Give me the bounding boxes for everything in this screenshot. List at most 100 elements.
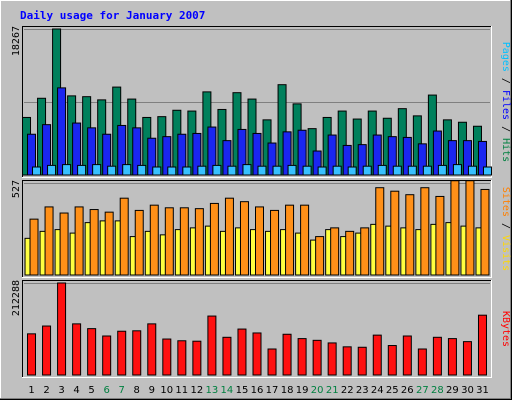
x-tick-label-day-15: 15	[236, 385, 249, 396]
bar-sites-day-20	[315, 236, 325, 276]
bar-sites-day-29	[450, 180, 460, 276]
bar-pages-day-7	[122, 164, 132, 176]
bar-pages-day-13	[212, 164, 222, 176]
bar-files-day-4	[72, 122, 82, 176]
x-tick-label-day-9: 9	[149, 385, 155, 396]
x-tick-label-day-16: 16	[251, 385, 264, 396]
bar-pages-day-29	[452, 164, 462, 176]
bar-pages-day-17	[272, 165, 282, 176]
bar-files-day-26	[402, 136, 412, 176]
legend-mid-part-1: /	[500, 217, 511, 235]
bar-files-day-25	[387, 136, 397, 176]
bar-sites-day-6	[104, 211, 114, 276]
x-tick-label-day-18: 18	[281, 385, 294, 396]
bar-sites-day-21	[330, 227, 340, 276]
bar-files-day-17	[267, 142, 277, 176]
bar-kbytes-day-3	[57, 282, 67, 376]
legend-bot-part-0: KBytes	[500, 311, 511, 347]
bar-sites-day-12	[194, 208, 204, 276]
bar-files-day-29	[447, 140, 457, 176]
bar-kbytes-day-8	[132, 330, 142, 376]
bar-kbytes-day-1	[27, 333, 37, 376]
bar-pages-day-3	[62, 164, 72, 176]
panel-mid: 527 Sites / Visits	[11, 180, 511, 278]
bar-kbytes-day-23	[357, 346, 367, 376]
bar-sites-day-16	[255, 206, 264, 276]
bar-kbytes-day-27	[417, 348, 427, 376]
panel-top: 18267 Pages / Files / Hits	[11, 26, 511, 178]
bar-sites-day-17	[270, 209, 280, 276]
bar-files-day-5	[87, 127, 97, 176]
bar-files-day-11	[177, 133, 187, 176]
bar-sites-day-11	[179, 207, 189, 276]
x-tick-label-day-23: 23	[356, 385, 369, 396]
series-kbytes	[27, 282, 487, 376]
bar-kbytes-day-10	[162, 338, 172, 376]
bar-kbytes-day-25	[387, 345, 397, 376]
bar-kbytes-day-9	[147, 323, 157, 376]
x-tick-label-day-14: 14	[221, 385, 234, 396]
bar-kbytes-day-22	[342, 346, 352, 376]
bar-sites-day-10	[164, 207, 174, 276]
bar-files-day-21	[327, 134, 337, 176]
x-tick-label-day-1: 1	[28, 385, 34, 396]
bar-pages-day-20	[317, 166, 327, 176]
bar-sites-day-19	[300, 204, 310, 276]
bar-pages-day-23	[362, 165, 372, 176]
x-tick-label-day-13: 13	[206, 385, 219, 396]
bar-hits-day-18	[277, 84, 287, 176]
bar-kbytes-day-26	[402, 335, 412, 376]
bar-kbytes-day-28	[432, 336, 442, 376]
bar-sites-day-4	[74, 206, 84, 276]
series-hits	[22, 28, 482, 176]
bar-kbytes-day-11	[177, 340, 187, 376]
bar-pages-day-10	[167, 166, 177, 176]
x-tick-label-day-7: 7	[119, 385, 125, 396]
bar-pages-day-1	[32, 166, 42, 176]
x-tick-label-day-8: 8	[134, 385, 140, 396]
x-tick-label-day-24: 24	[371, 385, 384, 396]
bar-sites-day-30	[465, 180, 475, 276]
bar-files-day-19	[297, 129, 307, 176]
bar-kbytes-day-15	[237, 328, 247, 376]
bar-kbytes-day-30	[462, 341, 472, 376]
bar-kbytes-day-7	[117, 330, 127, 376]
bar-pages-day-16	[257, 165, 267, 176]
x-tick-label-day-6: 6	[104, 385, 110, 396]
bar-sites-day-26	[405, 194, 415, 276]
bar-pages-day-9	[152, 166, 162, 176]
series-files	[27, 87, 487, 176]
bar-sites-day-2	[44, 206, 54, 276]
legend-top-part-4: Hits	[500, 138, 511, 162]
bar-pages-day-15	[242, 164, 252, 176]
bar-files-day-23	[357, 144, 367, 176]
legend-top-part-3: /	[500, 120, 511, 138]
x-tick-label-day-17: 17	[266, 385, 279, 396]
x-tick-label-day-30: 30	[461, 385, 474, 396]
bar-files-day-30	[462, 140, 472, 176]
x-tick-label-day-21: 21	[326, 385, 339, 396]
bar-sites-day-18	[285, 204, 295, 276]
bar-pages-day-27	[422, 165, 432, 176]
bar-pages-day-19	[302, 165, 312, 176]
x-tick-label-day-19: 19	[296, 385, 309, 396]
bar-files-day-18	[282, 131, 292, 176]
series-pages	[32, 164, 492, 176]
bar-files-day-22	[342, 144, 352, 176]
bar-sites-day-5	[89, 209, 99, 276]
bar-pages-day-2	[47, 164, 57, 176]
bar-sites-day-23	[360, 227, 370, 276]
bar-kbytes-day-31	[477, 314, 487, 376]
bar-files-day-2	[42, 124, 52, 176]
x-tick-label-day-29: 29	[446, 385, 459, 396]
panel-bot: 212288 KBytes	[11, 280, 511, 378]
x-axis-labels: 1 2 3 4 5 6 7 8 9 10 11 12 13 14 15 16 17 18 19 20 21 22 23 24 2…	[28, 385, 489, 396]
bar-sites-day-9	[149, 204, 159, 276]
bar-kbytes-day-6	[102, 335, 112, 376]
bar-files-day-9	[147, 137, 157, 176]
chart-title: Daily usage for January 2007	[20, 9, 205, 22]
x-tick-label-day-2: 2	[43, 385, 49, 396]
bar-pages-day-31	[482, 166, 492, 176]
legend-top: Pages / Files / Hits	[500, 42, 511, 162]
bar-files-day-24	[372, 134, 382, 176]
